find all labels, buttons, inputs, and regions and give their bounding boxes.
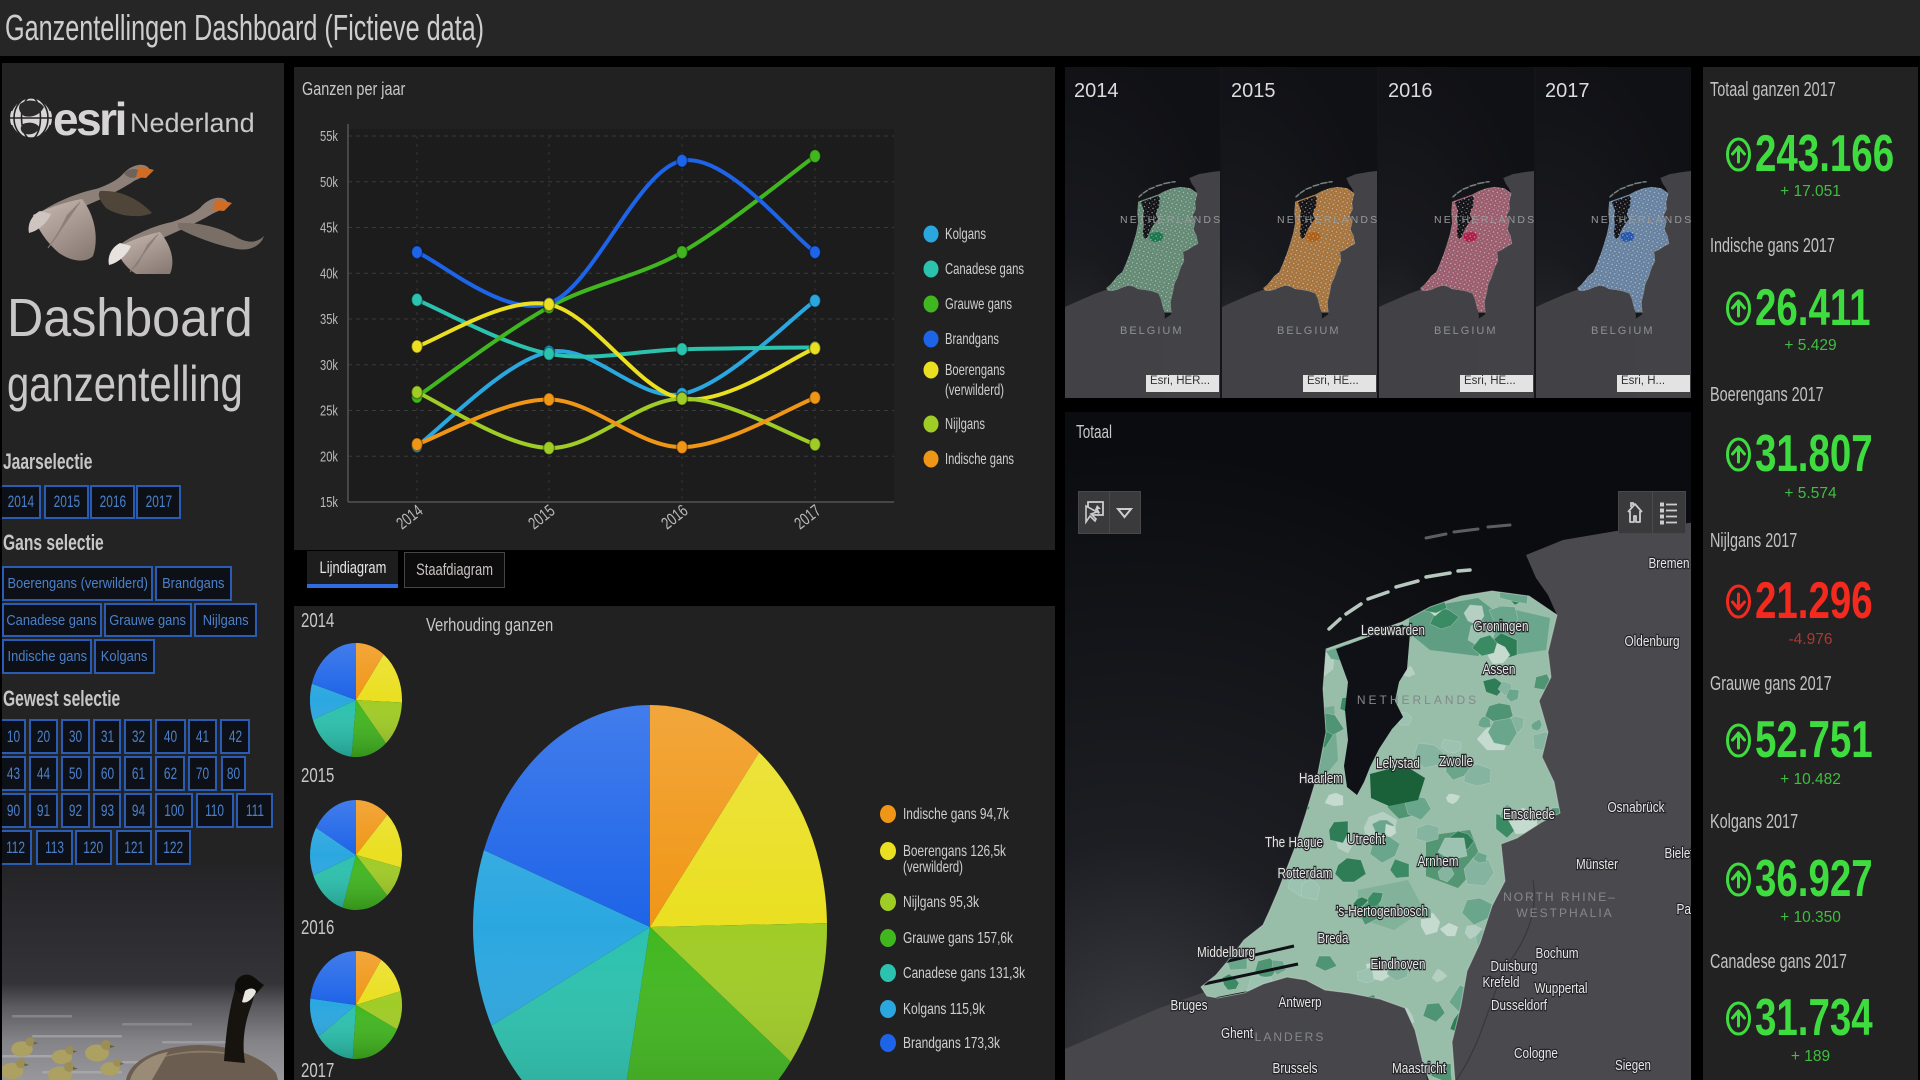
svg-text:Groningen: Groningen bbox=[1474, 618, 1529, 635]
svg-text:Boerengans: Boerengans bbox=[945, 362, 1005, 379]
svg-text:Antwerp: Antwerp bbox=[1279, 994, 1322, 1011]
svg-text:25k: 25k bbox=[320, 403, 338, 420]
svg-text:Wuppertal: Wuppertal bbox=[1535, 980, 1588, 997]
svg-text:NETHERLANDS: NETHERLANDS bbox=[1277, 214, 1377, 226]
svg-text:NORTH RHINE–: NORTH RHINE– bbox=[1503, 890, 1617, 904]
svg-text:BELGIUM: BELGIUM bbox=[1277, 325, 1341, 337]
svg-text:Bielef: Bielef bbox=[1665, 845, 1692, 862]
svg-text:Dusseldorf: Dusseldorf bbox=[1491, 997, 1548, 1014]
svg-text:NETHERLANDS: NETHERLANDS bbox=[1357, 693, 1479, 707]
svg-text:35k: 35k bbox=[320, 311, 338, 328]
svg-text:NETHERLANDS: NETHERLANDS bbox=[1120, 214, 1220, 226]
svg-text:50k: 50k bbox=[320, 174, 338, 191]
svg-text:Breda: Breda bbox=[1318, 930, 1350, 947]
svg-text:The Hague: The Hague bbox=[1265, 834, 1323, 851]
svg-text:20k: 20k bbox=[320, 448, 338, 465]
svg-text:Utrecht: Utrecht bbox=[1347, 831, 1386, 848]
svg-text:NETHERLANDS: NETHERLANDS bbox=[1591, 214, 1691, 226]
svg-text:Canadese gans 131,3k: Canadese gans 131,3k bbox=[903, 965, 1026, 982]
svg-text:Nijlgans: Nijlgans bbox=[945, 416, 985, 433]
svg-text:2016: 2016 bbox=[658, 501, 692, 533]
svg-text:Bremen: Bremen bbox=[1649, 555, 1690, 572]
svg-text:Münster: Münster bbox=[1576, 856, 1618, 873]
svg-text:Pad: Pad bbox=[1677, 901, 1692, 918]
svg-text:BELGIUM: BELGIUM bbox=[1591, 325, 1655, 337]
svg-text:Oldenburg: Oldenburg bbox=[1625, 633, 1680, 650]
svg-text:’s-Hertogenbosch: ’s-Hertogenbosch bbox=[1336, 903, 1428, 920]
svg-text:2015: 2015 bbox=[525, 501, 559, 533]
svg-text:Duisburg: Duisburg bbox=[1491, 958, 1538, 975]
svg-text:Maastricht: Maastricht bbox=[1392, 1060, 1447, 1077]
svg-text:Ghent: Ghent bbox=[1221, 1025, 1254, 1042]
svg-text:Enschede: Enschede bbox=[1503, 806, 1555, 823]
svg-text:Eindhoven: Eindhoven bbox=[1371, 956, 1426, 973]
svg-text:Krefeld: Krefeld bbox=[1483, 974, 1520, 991]
svg-text:2017: 2017 bbox=[791, 501, 825, 533]
svg-text:(verwilderd): (verwilderd) bbox=[903, 859, 963, 876]
svg-text:Assen: Assen bbox=[1483, 661, 1516, 678]
svg-text:Boerengans 126,5k: Boerengans 126,5k bbox=[903, 843, 1007, 860]
svg-text:Nederland: Nederland bbox=[130, 108, 255, 138]
svg-text:Nijlgans 95,3k: Nijlgans 95,3k bbox=[903, 894, 980, 911]
svg-text:55k: 55k bbox=[320, 128, 338, 145]
svg-text:LANDERS: LANDERS bbox=[1255, 1030, 1326, 1044]
svg-text:30k: 30k bbox=[320, 357, 338, 374]
svg-text:Bochum: Bochum bbox=[1536, 945, 1579, 962]
svg-text:Haarlem: Haarlem bbox=[1299, 770, 1343, 787]
svg-text:45k: 45k bbox=[320, 220, 338, 237]
svg-text:(verwilderd): (verwilderd) bbox=[945, 382, 1004, 399]
svg-text:Grauwe gans: Grauwe gans bbox=[945, 296, 1012, 313]
svg-text:BELGIUM: BELGIUM bbox=[1434, 325, 1498, 337]
svg-text:Kolgans 115,9k: Kolgans 115,9k bbox=[903, 1001, 986, 1018]
svg-text:Brandgans: Brandgans bbox=[945, 331, 999, 348]
svg-text:Siegen: Siegen bbox=[1615, 1057, 1651, 1074]
svg-text:Middelburg: Middelburg bbox=[1197, 944, 1255, 961]
svg-text:Arnhem: Arnhem bbox=[1418, 853, 1459, 870]
svg-text:Osnabrück: Osnabrück bbox=[1608, 799, 1665, 816]
svg-text:WESTPHALIA: WESTPHALIA bbox=[1516, 906, 1613, 920]
svg-text:Grauwe gans 157,6k: Grauwe gans 157,6k bbox=[903, 930, 1014, 947]
svg-text:Zwolle: Zwolle bbox=[1439, 753, 1473, 770]
svg-text:Lelystad: Lelystad bbox=[1376, 755, 1420, 772]
svg-text:esri: esri bbox=[53, 93, 125, 145]
svg-text:2014: 2014 bbox=[393, 501, 427, 533]
svg-text:15k: 15k bbox=[320, 494, 338, 511]
svg-text:Kolgans: Kolgans bbox=[945, 226, 986, 243]
svg-text:Indische gans: Indische gans bbox=[945, 451, 1014, 468]
svg-text:Rotterdam: Rotterdam bbox=[1278, 865, 1333, 882]
svg-text:Brussels: Brussels bbox=[1273, 1060, 1318, 1077]
svg-text:Canadese gans: Canadese gans bbox=[945, 261, 1024, 278]
svg-text:Bruges: Bruges bbox=[1171, 997, 1208, 1014]
svg-text:Cologne: Cologne bbox=[1514, 1045, 1558, 1062]
svg-text:Indische gans 94,7k: Indische gans 94,7k bbox=[903, 806, 1010, 823]
svg-text:Brandgans 173,3k: Brandgans 173,3k bbox=[903, 1035, 1001, 1052]
svg-text:NETHERLANDS: NETHERLANDS bbox=[1434, 214, 1534, 226]
svg-text:40k: 40k bbox=[320, 265, 338, 282]
svg-text:BELGIUM: BELGIUM bbox=[1120, 325, 1184, 337]
svg-text:Leeuwarden: Leeuwarden bbox=[1361, 622, 1425, 639]
